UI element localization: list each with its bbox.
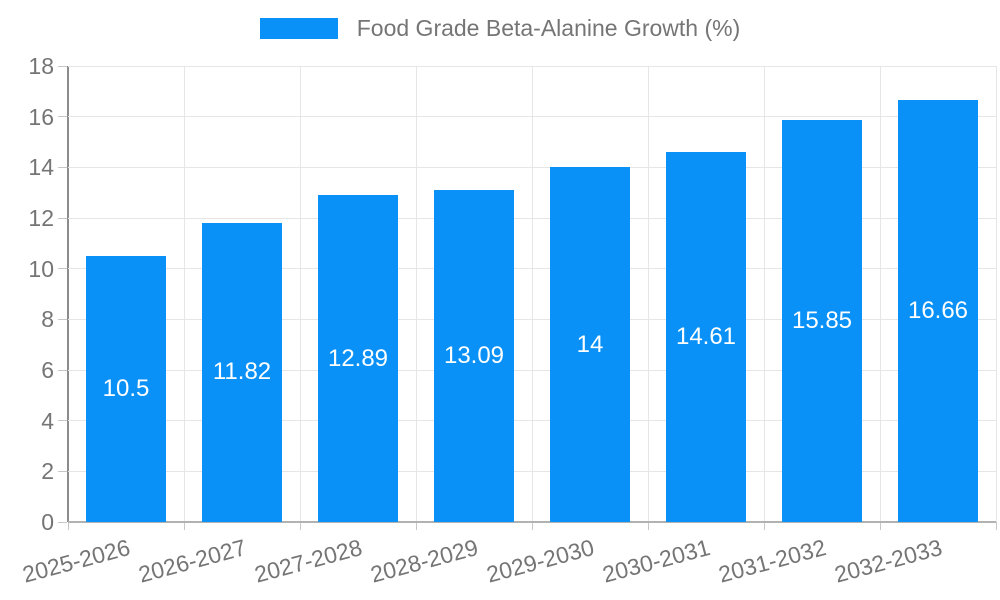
x-tick-mark: [995, 522, 997, 530]
bar: [782, 120, 862, 522]
bar: [434, 190, 514, 522]
y-tick-mark: [58, 318, 67, 320]
y-tick-mark: [58, 65, 67, 67]
v-gridline: [415, 66, 417, 522]
x-tick-label: 2025-2026: [19, 534, 133, 588]
bar: [666, 151, 746, 522]
y-tick-label: 6: [41, 357, 54, 383]
x-tick-label: 2032-2033: [831, 534, 945, 588]
v-gridline: [879, 66, 881, 522]
x-tick-label: 2029-2030: [483, 534, 597, 588]
x-tick-label: 2027-2028: [251, 534, 365, 588]
legend-label: Food Grade Beta-Alanine Growth (%): [356, 15, 741, 41]
x-tick-label: 2026-2027: [135, 534, 249, 588]
bar-value-label: 10.5: [102, 375, 150, 402]
y-tick-label: 0: [41, 509, 54, 535]
chart-legend[interactable]: Food Grade Beta-Alanine Growth (%): [0, 14, 1000, 42]
plot-area: 10.5 11.82 12.89 13.09 14 14.61 15.85 16.66: [58, 65, 997, 530]
bar: [318, 195, 398, 522]
y-tick-mark: [58, 521, 67, 523]
x-axis-line: [68, 521, 996, 523]
y-tick-mark: [58, 420, 67, 422]
v-gridline: [995, 66, 997, 522]
y-tick-label: 10: [28, 255, 54, 282]
x-tick-label: 2031-2032: [715, 534, 829, 588]
bar: [550, 167, 630, 522]
bar-value-label: 12.89: [327, 344, 389, 372]
bar-value-label: 15.85: [791, 307, 853, 335]
y-tick-label: 2: [41, 458, 54, 485]
legend-swatch: [259, 17, 338, 39]
x-tick-mark: [647, 522, 649, 530]
bar: [898, 99, 978, 522]
bar-value-label: 14: [576, 330, 604, 358]
bar-value-label: 16.66: [907, 296, 969, 324]
y-tick-mark: [58, 268, 67, 270]
x-tick-mark: [183, 522, 185, 530]
y-tick-mark: [58, 369, 67, 371]
v-gridline: [183, 66, 185, 522]
v-gridline: [647, 66, 649, 522]
x-tick-mark: [67, 522, 69, 530]
bar-value-label: 13.09: [443, 342, 505, 370]
x-tick-mark: [763, 522, 765, 530]
bar-value-label: 14.61: [675, 322, 737, 350]
y-tick-mark: [58, 470, 67, 472]
y-tick-label: 14: [28, 154, 54, 181]
x-tick-label: 2028-2029: [367, 534, 481, 588]
bar: [86, 256, 166, 522]
x-tick-label: 2030-2031: [599, 534, 713, 588]
y-tick-label: 12: [28, 205, 54, 231]
v-gridline: [299, 66, 301, 522]
y-tick-label: 8: [41, 306, 54, 333]
v-gridline: [531, 66, 533, 522]
x-tick-mark: [879, 522, 881, 530]
y-tick-mark: [58, 116, 67, 118]
y-tick-label: 4: [41, 407, 54, 434]
y-tick-mark: [58, 217, 67, 219]
bar: [202, 222, 282, 522]
y-axis-line: [67, 66, 69, 522]
v-gridline: [763, 66, 765, 522]
x-tick-mark: [415, 522, 417, 530]
x-tick-mark: [299, 522, 301, 530]
x-tick-mark: [531, 522, 533, 530]
y-tick-label: 18: [28, 53, 54, 79]
y-tick-mark: [58, 166, 67, 168]
bar-value-label: 11.82: [212, 358, 272, 386]
y-tick-label: 16: [28, 103, 54, 130]
